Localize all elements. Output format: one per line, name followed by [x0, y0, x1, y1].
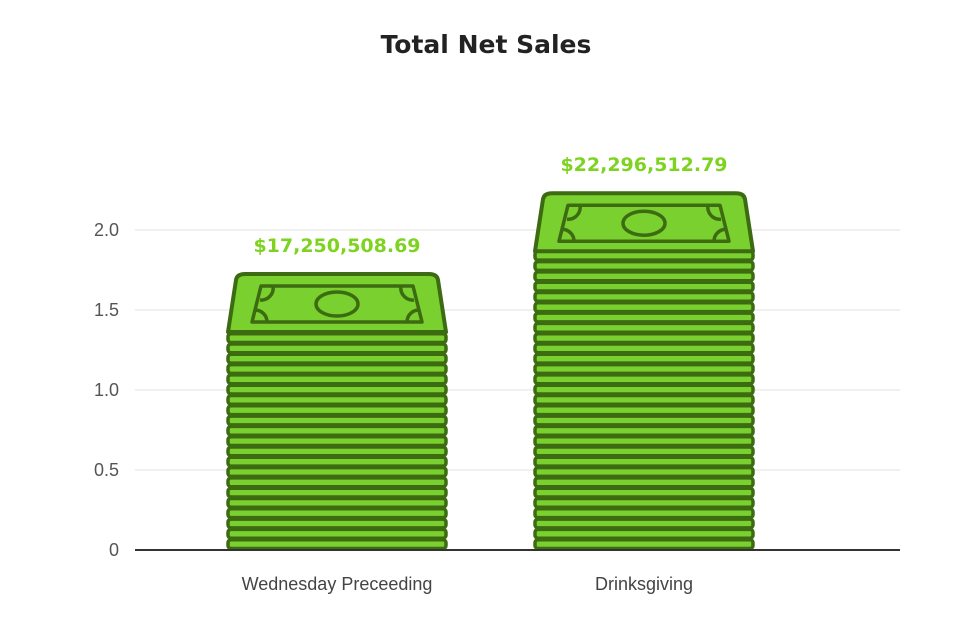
bill-edge	[533, 311, 755, 324]
bill-corner	[405, 308, 420, 323]
bill-edge	[226, 362, 448, 376]
bill-edge	[226, 496, 448, 510]
bill-corner	[399, 285, 415, 302]
bill-edge	[533, 404, 755, 417]
bill-corner	[561, 227, 576, 242]
bill-edge	[226, 465, 448, 479]
bar	[533, 191, 755, 551]
bar	[226, 272, 448, 551]
bill-edge	[533, 496, 755, 510]
bill-edge	[226, 486, 448, 499]
bill-edge	[533, 352, 755, 365]
data-label: $17,250,508.69	[253, 235, 420, 257]
bill-edge	[533, 414, 755, 427]
y-tick-label: 1.0	[94, 380, 119, 400]
bill-corner	[712, 227, 727, 242]
bill-edge	[226, 527, 448, 540]
bill-edge	[533, 465, 755, 479]
y-tick-label: 2.0	[94, 220, 119, 240]
bill-edge	[533, 280, 755, 293]
bill-edge	[533, 507, 755, 520]
x-tick-label: Drinksgiving	[595, 574, 693, 594]
bill-edge	[226, 507, 448, 520]
x-tick-label: Wednesday Preceeding	[242, 574, 433, 594]
bill-edge	[533, 301, 755, 314]
bill-corner	[259, 285, 275, 302]
bill-edge	[226, 404, 448, 417]
bill-edge	[226, 373, 448, 386]
bill-edge	[226, 476, 448, 489]
bill-corner	[254, 308, 269, 323]
bill-edge	[226, 434, 448, 448]
data-label: $22,296,512.79	[560, 154, 727, 176]
bill-edge	[533, 527, 755, 540]
bill-edge	[533, 393, 755, 407]
y-tick-label: 0.5	[94, 460, 119, 480]
bill-edge	[226, 383, 448, 396]
bill-edge	[533, 270, 755, 283]
bill-edge	[226, 424, 448, 437]
bill-edge	[226, 393, 448, 407]
top-bill	[533, 191, 755, 254]
bill-oval	[621, 209, 667, 237]
bill-corner	[566, 204, 582, 221]
chart-title: Total Net Sales	[380, 30, 592, 59]
bill-corner	[706, 204, 722, 221]
bill-edge	[226, 445, 448, 458]
bill-edge	[533, 434, 755, 448]
bill-edge	[533, 321, 755, 334]
bill-edge	[533, 342, 755, 355]
bill-edge	[226, 352, 448, 365]
top-bill	[226, 272, 448, 334]
bill-edge	[533, 455, 755, 468]
bill-edge	[533, 383, 755, 396]
bars	[226, 191, 755, 551]
bill-edge	[533, 424, 755, 437]
bill-edge	[226, 331, 448, 345]
bill-edge	[533, 445, 755, 458]
bill-edge	[533, 331, 755, 345]
bill-edge	[533, 290, 755, 304]
labels: 0 0.5 1.0 1.5 2.0 $17,250,508.69 Wednesday Pre…	[94, 154, 728, 594]
y-tick-label: 1.5	[94, 300, 119, 320]
bill-edge	[226, 414, 448, 427]
bill-edge	[226, 455, 448, 468]
y-tick-label: 0	[109, 540, 119, 560]
bill-edge	[533, 362, 755, 376]
bill-edge	[226, 342, 448, 355]
bill-edge	[533, 486, 755, 499]
bill-edge	[226, 537, 448, 551]
bill-edge	[533, 476, 755, 489]
bill-edge	[533, 517, 755, 530]
bill-oval	[314, 290, 360, 318]
bill-edge	[533, 537, 755, 551]
bill-edge	[533, 259, 755, 273]
bill-edge	[533, 373, 755, 386]
bill-edge	[226, 517, 448, 530]
